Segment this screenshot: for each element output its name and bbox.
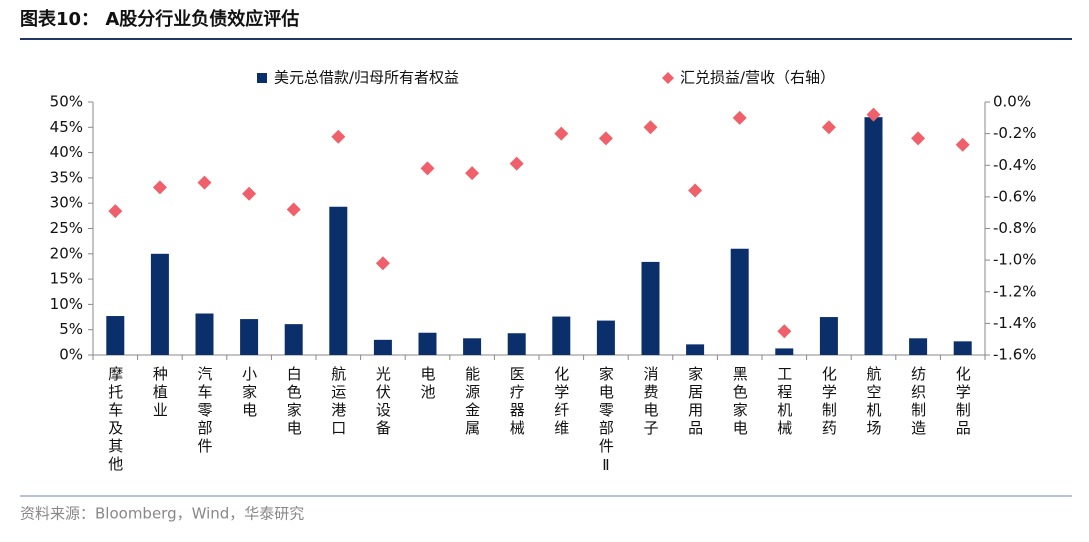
bar bbox=[150, 253, 169, 355]
x-tick-label: 摩托车及其他 bbox=[106, 365, 124, 474]
bar bbox=[775, 348, 794, 355]
x-tick-label: 黑色家电 bbox=[731, 366, 749, 438]
bar bbox=[373, 339, 392, 355]
y2-tick-label: -1.2% bbox=[993, 282, 1037, 300]
legend-label: 汇兑损益/营收（右轴） bbox=[680, 69, 835, 87]
diamond-marker bbox=[866, 107, 881, 122]
y2-tick-label: -0.2% bbox=[993, 124, 1037, 142]
bar bbox=[552, 316, 571, 355]
legend-swatch bbox=[257, 73, 267, 83]
y2-tick-label: -0.6% bbox=[993, 187, 1037, 205]
x-tick-label: 光伏设备 bbox=[374, 366, 392, 438]
x-tick-label: 工程机械 bbox=[775, 366, 793, 438]
bar bbox=[686, 344, 705, 355]
y2-tick-label: -1.0% bbox=[993, 251, 1037, 269]
bar bbox=[730, 248, 749, 355]
y-tick-label: 35% bbox=[50, 168, 83, 186]
diamond-marker bbox=[643, 120, 658, 135]
y-tick-label: 40% bbox=[50, 143, 83, 161]
diamond-marker bbox=[286, 202, 301, 217]
x-tick-label: 化学纤维 bbox=[552, 366, 570, 438]
diamond-marker bbox=[242, 186, 257, 201]
x-tick-label: 消费电子 bbox=[642, 366, 660, 438]
bar bbox=[909, 338, 928, 355]
bar bbox=[240, 319, 259, 355]
diamond-marker bbox=[465, 166, 480, 181]
bar bbox=[507, 333, 526, 355]
diamond-marker bbox=[554, 126, 569, 141]
x-tick-label: 纺织制造 bbox=[909, 366, 927, 438]
diamond-marker bbox=[732, 110, 747, 125]
x-tick-label: 小家电 bbox=[240, 366, 258, 420]
diamond-marker bbox=[598, 131, 613, 146]
diamond-marker bbox=[152, 180, 167, 195]
y2-tick-label: -1.6% bbox=[993, 346, 1037, 364]
diamond-marker bbox=[108, 204, 123, 219]
y-tick-label: 25% bbox=[50, 219, 83, 237]
y-tick-label: 30% bbox=[50, 194, 83, 212]
x-tick-label: 化学制药 bbox=[820, 366, 838, 438]
x-tick-label: 电池 bbox=[419, 366, 437, 402]
bar bbox=[418, 332, 437, 355]
diamond-marker bbox=[777, 324, 792, 339]
bar bbox=[953, 341, 972, 355]
y-tick-label: 15% bbox=[50, 270, 83, 288]
y2-tick-label: -0.8% bbox=[993, 219, 1037, 237]
bar bbox=[195, 313, 214, 355]
legend-swatch bbox=[662, 72, 674, 84]
y-tick-label: 0% bbox=[59, 346, 83, 364]
diamond-marker bbox=[197, 175, 212, 190]
diamond-marker bbox=[955, 137, 970, 152]
y-tick-label: 45% bbox=[50, 118, 83, 136]
y2-tick-label: 0.0% bbox=[993, 93, 1031, 111]
y2-tick-label: -1.4% bbox=[993, 314, 1037, 332]
bar bbox=[106, 316, 125, 355]
x-tick-label: 航运港口 bbox=[329, 366, 347, 438]
diamond-marker bbox=[331, 129, 346, 144]
diamond-marker bbox=[688, 183, 703, 198]
bar bbox=[864, 117, 883, 356]
y-tick-label: 20% bbox=[50, 244, 83, 262]
bar bbox=[329, 206, 348, 355]
bar bbox=[463, 338, 482, 355]
bar bbox=[641, 261, 660, 355]
bar bbox=[819, 317, 838, 355]
chart-title: 图表10： A股分行业负债效应评估 bbox=[20, 8, 299, 30]
y-tick-label: 10% bbox=[50, 295, 83, 313]
source-note: 资料来源：Bloomberg，Wind，华泰研究 bbox=[20, 505, 304, 523]
diamond-marker bbox=[509, 156, 524, 171]
bar bbox=[284, 324, 303, 355]
bar bbox=[596, 320, 615, 355]
y2-tick-label: -0.4% bbox=[993, 156, 1037, 174]
x-tick-label: 能源金属 bbox=[463, 366, 481, 438]
y-tick-label: 50% bbox=[50, 93, 83, 111]
x-tick-label: 家居用品 bbox=[686, 366, 704, 438]
x-tick-label: 汽车零部件 bbox=[196, 366, 214, 456]
y-tick-label: 5% bbox=[59, 320, 83, 338]
x-tick-label: 化学制品 bbox=[954, 366, 972, 438]
diamond-marker bbox=[911, 131, 926, 146]
x-tick-label: 家电零部件Ⅱ bbox=[597, 366, 615, 477]
legend-label: 美元总借款/归母所有者权益 bbox=[274, 69, 459, 87]
x-tick-label: 白色家电 bbox=[285, 366, 303, 438]
x-tick-label: 医疗器械 bbox=[508, 366, 526, 438]
x-tick-label: 种植业 bbox=[151, 366, 169, 420]
diamond-marker bbox=[821, 120, 836, 135]
x-tick-label: 航空机场 bbox=[865, 366, 883, 438]
diamond-marker bbox=[420, 161, 435, 176]
diamond-marker bbox=[375, 256, 390, 271]
